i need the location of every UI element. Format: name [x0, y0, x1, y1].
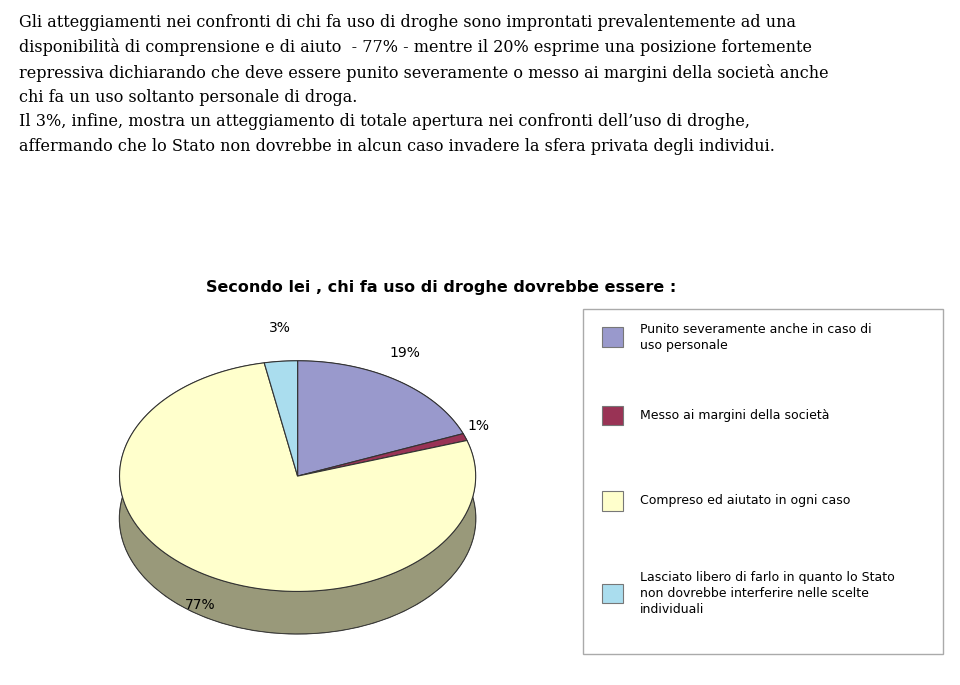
- Polygon shape: [264, 361, 298, 406]
- Text: 1%: 1%: [467, 419, 489, 432]
- Text: Gli atteggiamenti nei confronti di chi fa uso di droghe sono improntati prevalen: Gli atteggiamenti nei confronti di chi f…: [19, 14, 828, 155]
- Text: 3%: 3%: [269, 321, 291, 334]
- Polygon shape: [463, 434, 467, 483]
- Text: 77%: 77%: [184, 597, 215, 612]
- Polygon shape: [298, 361, 463, 476]
- FancyBboxPatch shape: [602, 327, 623, 347]
- Text: 19%: 19%: [390, 346, 420, 360]
- Polygon shape: [264, 361, 298, 476]
- Text: Punito severamente anche in caso di
uso personale: Punito severamente anche in caso di uso …: [639, 323, 872, 351]
- FancyBboxPatch shape: [602, 406, 623, 425]
- FancyBboxPatch shape: [584, 308, 943, 654]
- FancyBboxPatch shape: [602, 584, 623, 603]
- Polygon shape: [119, 363, 476, 591]
- Polygon shape: [298, 434, 467, 476]
- Polygon shape: [120, 363, 476, 634]
- Polygon shape: [298, 361, 463, 476]
- Text: Lasciato libero di farlo in quanto lo Stato
non dovrebbe interferire nelle scelt: Lasciato libero di farlo in quanto lo St…: [639, 571, 895, 616]
- Text: Secondo lei , chi fa uso di droghe dovrebbe essere :: Secondo lei , chi fa uso di droghe dovre…: [206, 280, 677, 295]
- Ellipse shape: [119, 403, 476, 634]
- FancyBboxPatch shape: [602, 491, 623, 511]
- Text: Compreso ed aiutato in ogni caso: Compreso ed aiutato in ogni caso: [639, 495, 850, 508]
- Text: Messo ai margini della società: Messo ai margini della società: [639, 409, 829, 422]
